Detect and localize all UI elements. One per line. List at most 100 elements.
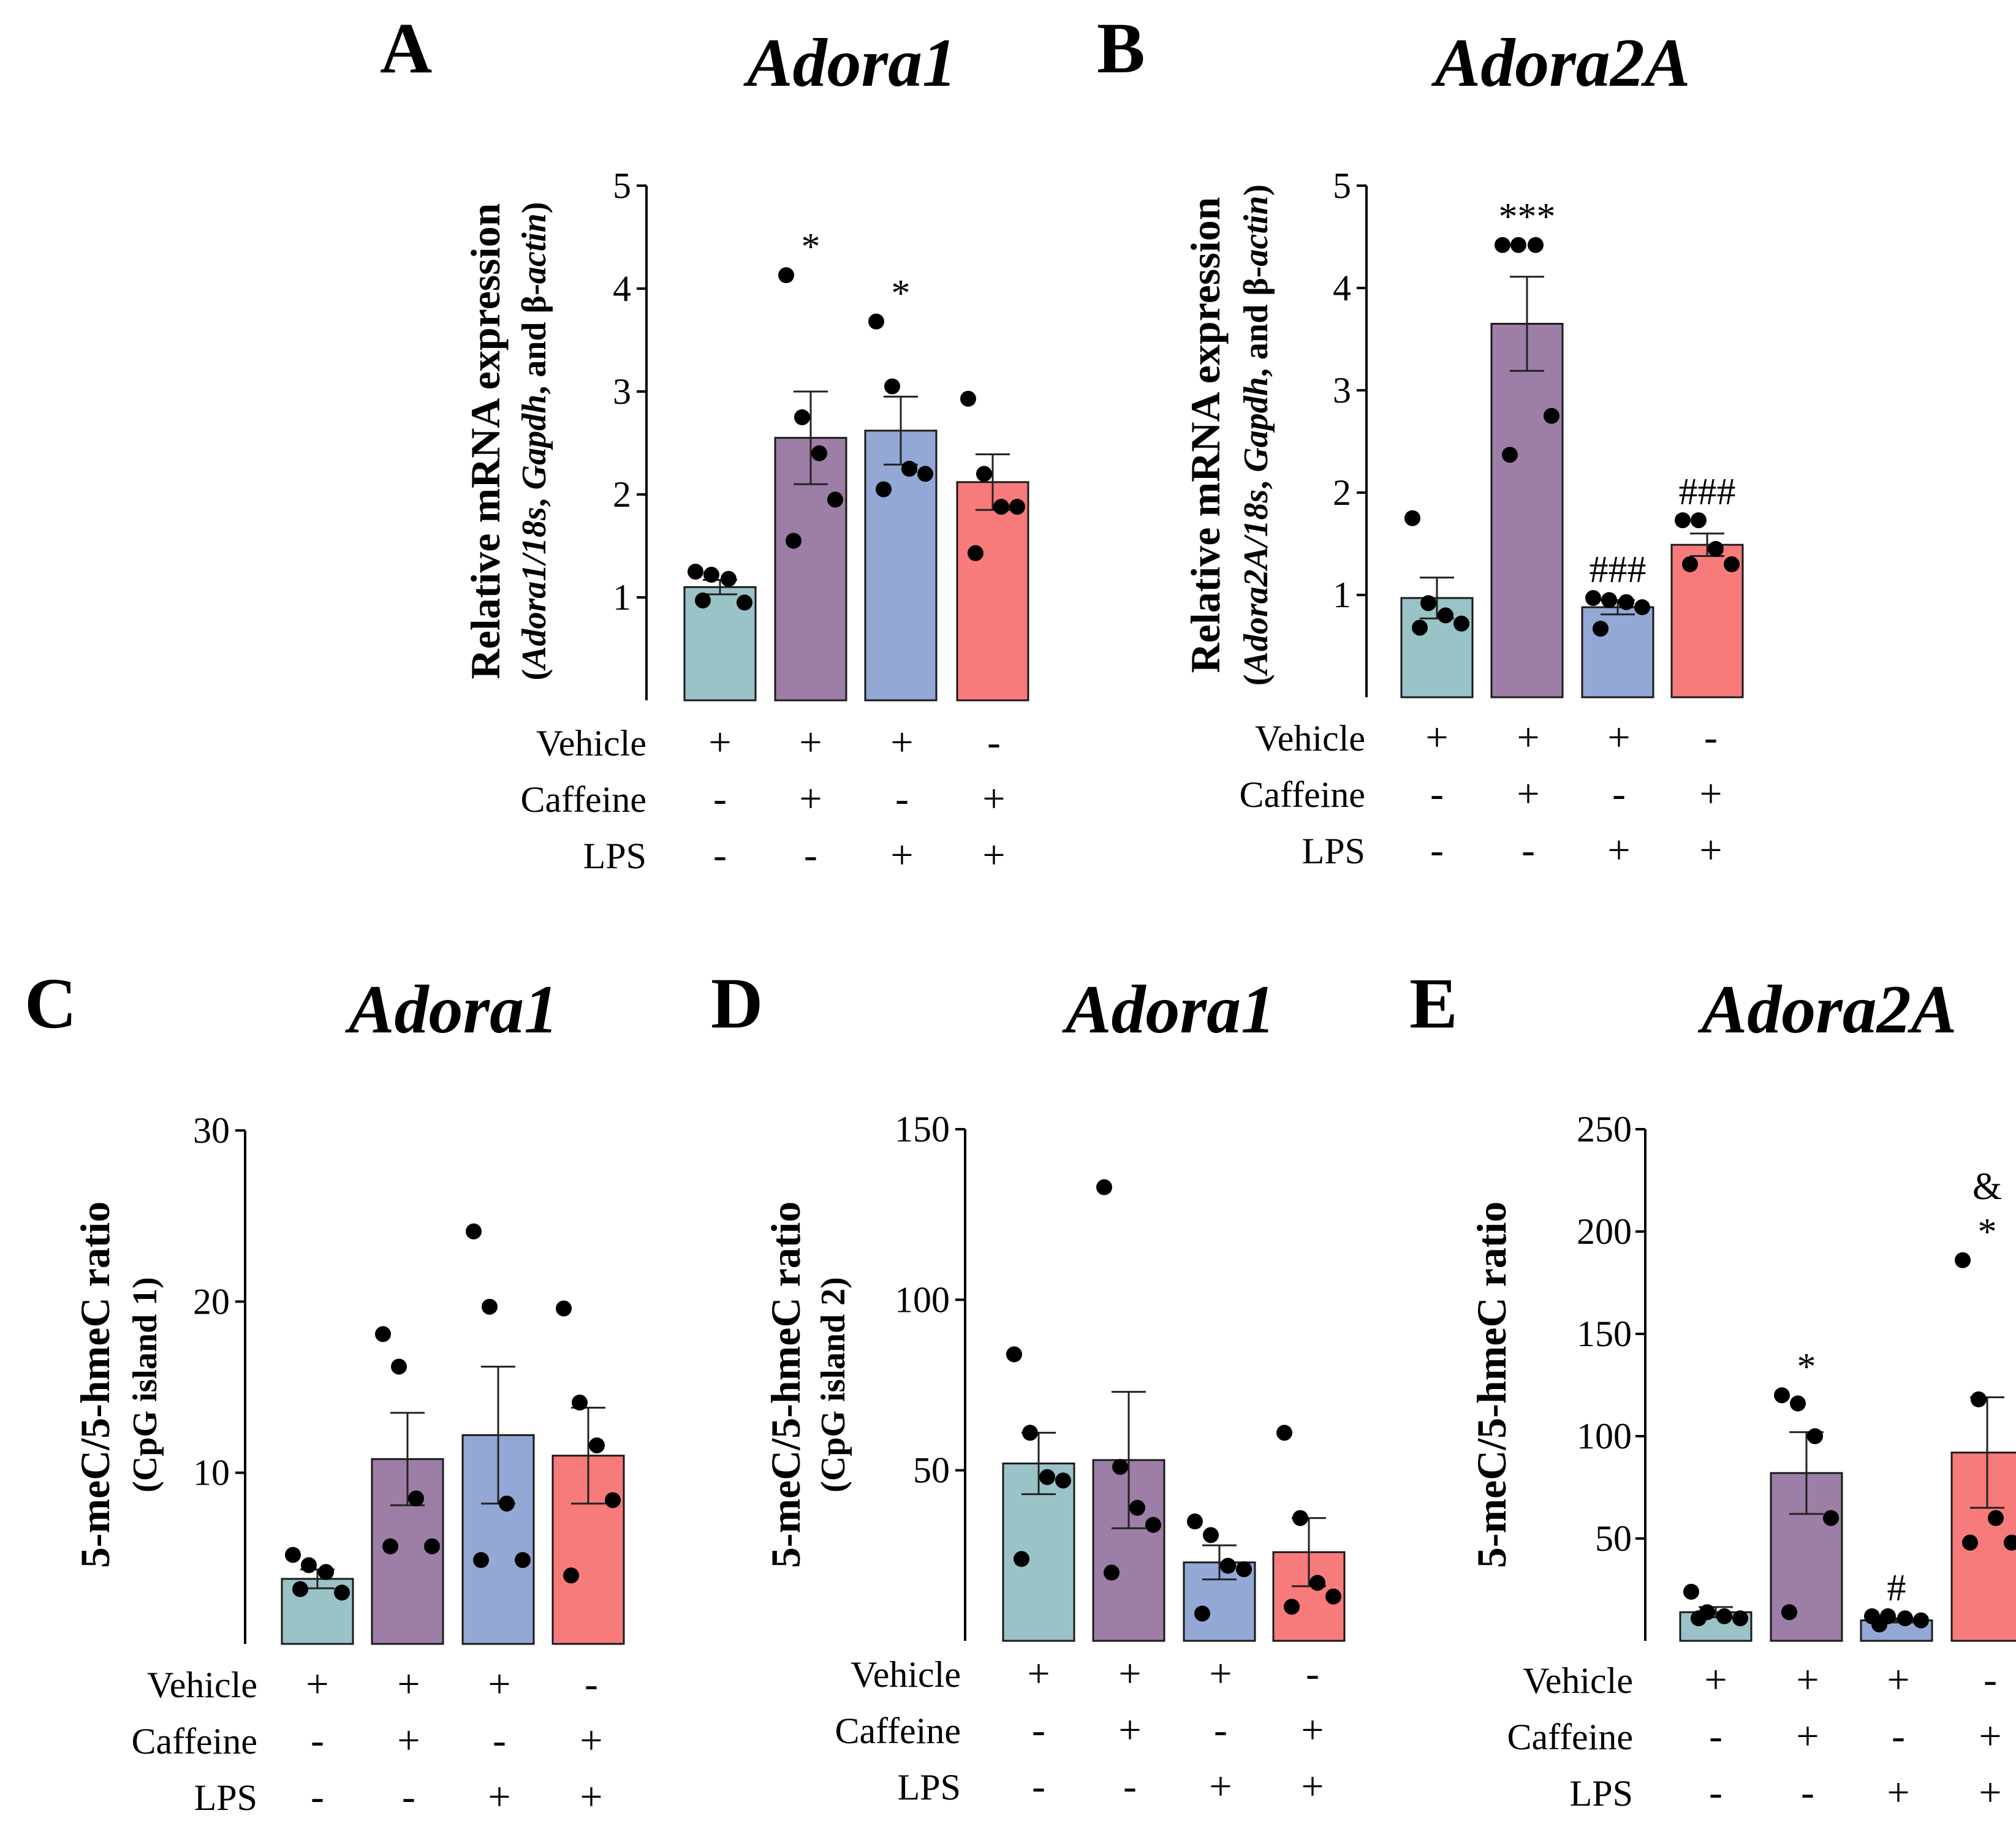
treatment-sign: - <box>895 776 909 821</box>
y-axis-sublabel: (CpG island 1) <box>126 1277 164 1493</box>
y-axis-sublabel: (Adora2A/18s, Gapdh, and β-actin) <box>1237 184 1275 686</box>
data-point <box>976 466 992 482</box>
treatment-sign: + <box>982 776 1005 821</box>
y-axis-sublabel-part: Adora1/18s <box>515 507 553 671</box>
treatment-sign: - <box>1032 1764 1045 1809</box>
data-point <box>466 1223 482 1240</box>
treatment-sign: + <box>1979 1714 2001 1758</box>
data-point <box>827 491 843 508</box>
y-tick-label: 100 <box>895 1279 950 1320</box>
y-axis-sublabel-part: , <box>1237 472 1275 490</box>
treatment-sign: + <box>397 1718 420 1763</box>
data-point <box>695 592 711 609</box>
data-point <box>1708 540 1724 557</box>
data-point <box>2004 1534 2016 1551</box>
y-axis-sublabel-part: Adora2A/18s <box>1237 490 1275 676</box>
treatment-sign: - <box>1521 828 1535 872</box>
data-point <box>482 1298 498 1315</box>
treatment-sign: + <box>1118 1708 1141 1752</box>
treatment-sign: + <box>580 1774 602 1819</box>
treatment-sign: - <box>1306 1651 1319 1696</box>
treatment-sign: + <box>890 720 913 765</box>
treatment-sign: - <box>804 833 817 877</box>
panel-label: C <box>25 963 77 1043</box>
treatment-sign: - <box>1801 1770 1814 1815</box>
treatment-sign: + <box>1301 1708 1324 1752</box>
treatment-sign: + <box>488 1774 510 1819</box>
y-tick-label: 2 <box>1333 472 1351 513</box>
treatment-sign: + <box>488 1662 510 1706</box>
treatment-sign: - <box>1704 715 1718 760</box>
treatment-sign: - <box>402 1774 415 1819</box>
condition-label-vehicle: Vehicle <box>147 1665 257 1705</box>
y-axis-sublabel-part: ( <box>515 669 553 681</box>
treatment-sign: - <box>1430 771 1444 816</box>
condition-label-lps: LPS <box>194 1777 257 1818</box>
data-point <box>1284 1599 1300 1615</box>
y-axis-label: 5-meC/5-hmeC ratio <box>762 1202 809 1569</box>
treatment-sign: - <box>1430 828 1444 872</box>
treatment-sign: + <box>1209 1651 1232 1696</box>
treatment-sign: + <box>982 833 1005 877</box>
y-tick-label: 5 <box>1333 165 1351 206</box>
data-point <box>721 570 737 587</box>
chart-title: Adora2A <box>1698 972 1957 1048</box>
treatment-sign: + <box>1704 1657 1727 1702</box>
y-tick-label: 10 <box>193 1453 230 1493</box>
data-point <box>703 567 719 583</box>
data-point <box>1732 1610 1748 1627</box>
y-axis-sublabel-part: ) <box>1237 184 1275 196</box>
y-tick-label: 4 <box>613 268 631 309</box>
condition-label-caffeine: Caffeine <box>1240 774 1365 815</box>
y-axis-label: Relative mRNA expression <box>462 203 509 679</box>
condition-label-vehicle: Vehicle <box>1523 1660 1633 1701</box>
data-point <box>993 499 1009 515</box>
y-tick-label: 4 <box>1333 268 1351 308</box>
y-tick-label: 250 <box>1577 1109 1632 1149</box>
treatment-sign: - <box>1612 771 1626 816</box>
y-axis-sublabel-part: , <box>515 490 553 507</box>
significance-marker: * <box>1978 1211 1997 1253</box>
data-point <box>1691 1610 1707 1627</box>
treatment-sign: + <box>1209 1764 1232 1809</box>
treatment-sign: - <box>1214 1708 1227 1752</box>
y-axis-sublabel-part: , and β- <box>515 284 553 394</box>
treatment-sign: + <box>1699 828 1722 872</box>
data-point <box>786 532 801 549</box>
y-axis-sublabel: (Adora1/18s, Gapdh, and β-actin) <box>515 202 553 681</box>
significance-marker: * <box>1797 1346 1816 1388</box>
treatment-sign: + <box>1301 1764 1324 1809</box>
y-axis-label: Relative mRNA expression <box>1182 197 1229 673</box>
data-point <box>884 378 900 395</box>
data-point <box>1129 1499 1145 1516</box>
chart-title: Adora1 <box>743 25 957 101</box>
y-axis-label: 5-meC/5-hmeC ratio <box>72 1202 118 1569</box>
treatment-sign: + <box>580 1718 602 1763</box>
treatment-sign: + <box>1607 828 1630 872</box>
data-point <box>1790 1395 1806 1412</box>
significance-marker: ### <box>1679 471 1736 513</box>
data-point <box>1988 1510 2004 1526</box>
treatment-sign: - <box>987 720 1001 765</box>
data-point <box>778 267 794 284</box>
treatment-sign: - <box>1709 1770 1722 1815</box>
data-point <box>424 1538 440 1554</box>
data-point <box>1438 607 1453 624</box>
data-point <box>1675 512 1691 529</box>
data-point <box>1634 599 1650 616</box>
y-tick-label: 3 <box>1333 370 1351 411</box>
treatment-sign: + <box>708 720 731 765</box>
data-point <box>382 1538 398 1554</box>
condition-label-lps: LPS <box>1570 1773 1633 1814</box>
condition-label-vehicle: Vehicle <box>536 723 646 763</box>
chart-title: Adora1 <box>345 972 558 1048</box>
panel-e: E Adora2A 5-meC/5-hmeC ratio 50 100 150 200 250… <box>1409 963 2016 1815</box>
data-point <box>1495 237 1510 253</box>
data-point <box>1683 1583 1699 1600</box>
data-point <box>1955 1252 1971 1268</box>
y-tick-label: 150 <box>1577 1314 1632 1354</box>
y-axis-sublabel-part: Gapdh <box>1237 377 1275 472</box>
y-axis-sublabel-part: Gapdh <box>515 395 553 490</box>
treatment-sign: + <box>1517 715 1539 760</box>
data-point <box>1096 1179 1112 1195</box>
